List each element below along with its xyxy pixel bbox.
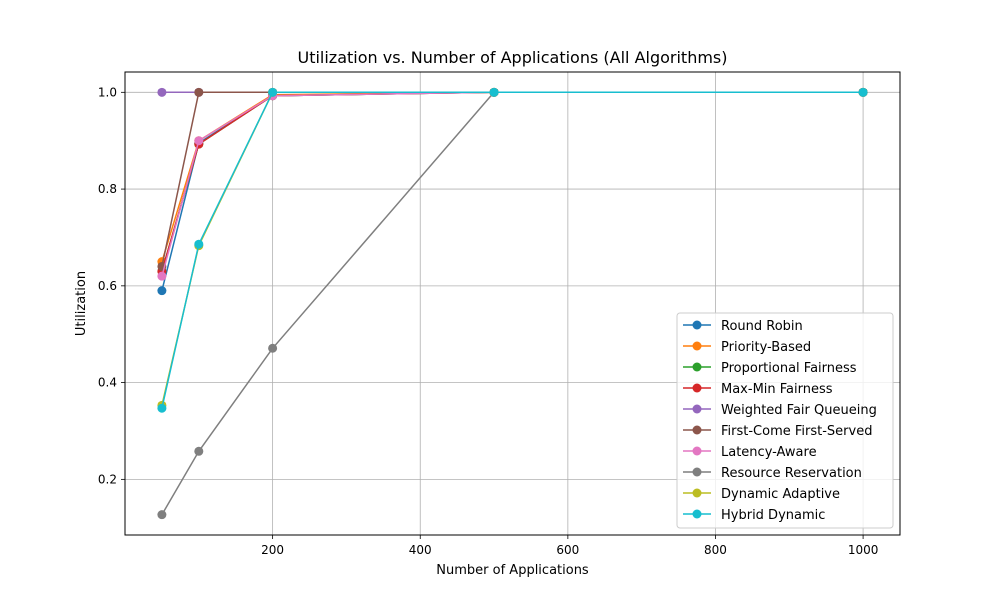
data-point (489, 87, 499, 97)
series-round-robin (157, 87, 868, 296)
legend-item: Proportional Fairness (683, 361, 857, 376)
series-latency-aware (157, 87, 868, 281)
data-point (157, 286, 167, 296)
legend-swatch-marker (692, 425, 702, 435)
legend-swatch-marker (692, 446, 702, 456)
x-tick-label: 400 (409, 543, 432, 557)
y-tick-label: 0.2 (98, 472, 117, 486)
legend-item: Hybrid Dynamic (683, 508, 825, 523)
legend-label: Round Robin (721, 319, 803, 334)
data-point (268, 87, 278, 97)
legend-item: Weighted Fair Queueing (683, 403, 877, 418)
legend-swatch-marker (692, 404, 702, 414)
legend-item: Resource Reservation (683, 466, 862, 481)
legend-swatch-marker (692, 341, 702, 351)
legend-label: Priority-Based (721, 340, 811, 355)
x-tick-label: 1000 (848, 543, 879, 557)
y-axis-label: Utilization (74, 271, 89, 336)
data-point (157, 510, 167, 520)
data-point (157, 403, 167, 413)
legend-item: Latency-Aware (683, 445, 817, 460)
legend-label: Latency-Aware (721, 445, 817, 460)
x-tick-label: 600 (556, 543, 579, 557)
legend-swatch-marker (692, 362, 702, 372)
series-line (161, 91, 864, 267)
legend-item: First-Come First-Served (683, 424, 872, 439)
series-proportional-fairness (157, 87, 868, 276)
data-point (194, 446, 204, 456)
y-tick-label: 0.6 (98, 279, 117, 293)
data-point (157, 271, 167, 281)
series-max-min-fairness (157, 87, 868, 276)
x-axis-label: Number of Applications (436, 563, 589, 578)
series-priority-based (157, 87, 868, 267)
data-point (194, 87, 204, 97)
series-layer (157, 87, 868, 520)
y-tick-label: 0.4 (98, 376, 117, 390)
series-line (161, 91, 864, 272)
legend-label: Resource Reservation (721, 466, 862, 481)
data-point (157, 87, 167, 97)
series-first-come-first-served (157, 87, 868, 271)
plot-frame (124, 71, 901, 536)
legend-item: Max-Min Fairness (683, 382, 833, 397)
data-point (858, 87, 868, 97)
legend-swatch-marker (692, 320, 702, 330)
legend-swatch-marker (692, 467, 702, 477)
data-point (268, 343, 278, 353)
series-line (161, 91, 864, 291)
legend-label: Weighted Fair Queueing (721, 403, 877, 418)
legend-swatch-marker (692, 509, 702, 519)
legend-item: Round Robin (683, 319, 803, 334)
x-tick-label: 800 (704, 543, 727, 557)
chart-title: Utilization vs. Number of Applications (… (297, 48, 727, 67)
legend-label: Max-Min Fairness (721, 382, 833, 397)
legend-item: Dynamic Adaptive (683, 487, 840, 502)
legend-label: First-Come First-Served (721, 424, 872, 439)
data-point (194, 239, 204, 249)
ticks: 200 400 600 800 1000 0.2 0.4 0.6 0.8 1.0 (98, 85, 878, 557)
data-point (194, 136, 204, 146)
legend: Round Robin Priority-Based Proportional Fa… (676, 312, 894, 529)
legend-box (676, 312, 894, 529)
legend-swatch-marker (692, 488, 702, 498)
y-tick-label: 1.0 (98, 85, 117, 99)
series-line (161, 91, 864, 277)
series-line (161, 91, 864, 272)
series-hybrid-dynamic (157, 87, 868, 413)
legend-label: Proportional Fairness (721, 361, 857, 376)
x-tick-label: 200 (261, 543, 284, 557)
legend-swatch-marker (692, 383, 702, 393)
series-line (161, 91, 864, 262)
legend-label: Dynamic Adaptive (721, 487, 840, 502)
legend-items: Round Robin Priority-Based Proportional Fa… (683, 319, 877, 523)
legend-label: Hybrid Dynamic (721, 508, 825, 523)
y-tick-label: 0.8 (98, 182, 117, 196)
legend-item: Priority-Based (683, 340, 811, 355)
